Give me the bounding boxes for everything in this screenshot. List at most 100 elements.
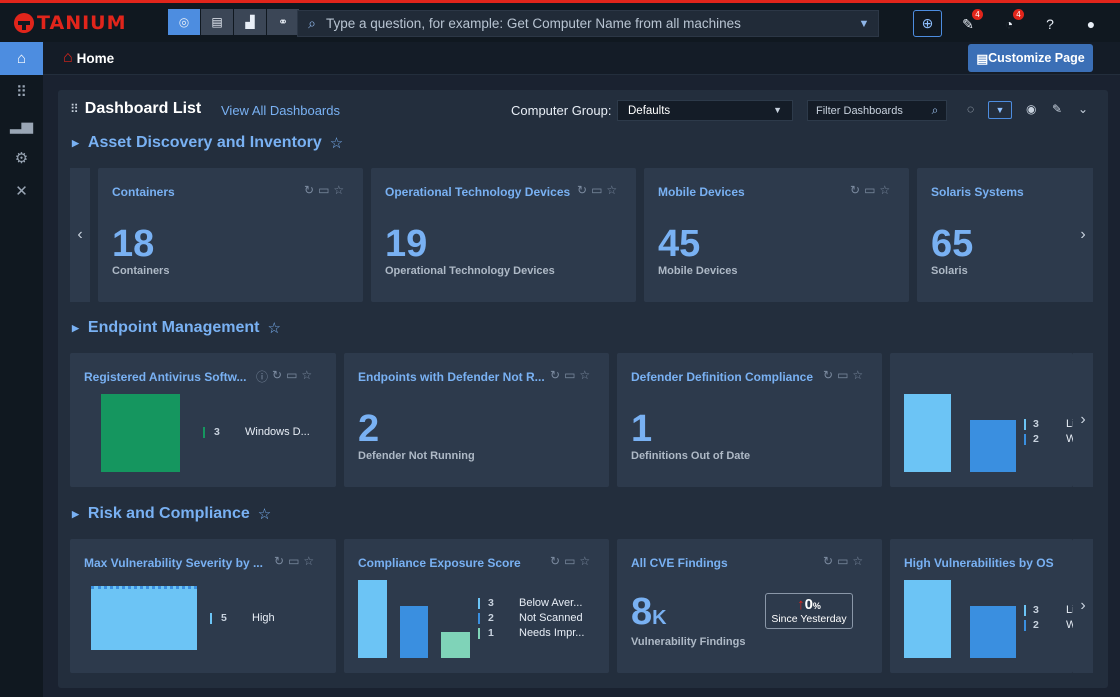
pen-icon[interactable]: ✎ [1052,102,1063,116]
refresh-icon[interactable]: ↻ [550,554,561,568]
monitor-icon[interactable]: ▭ [318,183,330,197]
search-icon[interactable]: ⌕ [931,103,939,117]
legend-value: 5 [221,612,227,624]
card-cve-findings[interactable]: All CVE Findings ↻ ▭ ☆ 8K Vulnerability Fi… [617,539,882,673]
bar-windows-defender[interactable] [101,394,180,472]
star-icon[interactable]: ☆ [301,368,313,382]
change-unit: % [812,601,821,611]
bar-below-average[interactable] [358,580,387,658]
legend-swatch [1024,419,1026,430]
star-icon[interactable]: ☆ [852,368,864,382]
info-icon[interactable]: ⓘ [256,370,269,384]
monitor-icon[interactable]: ▭ [286,368,298,382]
section-endpoint-management[interactable]: ▶ Endpoint Management ☆ [72,319,281,337]
computer-group-select[interactable]: Defaults ▼ [617,100,793,121]
star-icon[interactable]: ☆ [579,368,591,382]
search-input[interactable] [326,16,850,31]
card-value: 8K [631,591,667,634]
monitor-icon[interactable]: ▭ [837,554,849,568]
card-containers[interactable]: Containers ↻ ▭ ☆ 18 Containers [98,168,363,302]
star-icon[interactable]: ☆ [606,183,618,197]
refresh-icon[interactable]: ↻ [823,368,834,382]
card-compliance-exposure[interactable]: Compliance Exposure Score ↻ ▭ ☆ 3 Below Av… [344,539,609,673]
eye-icon[interactable]: ◉ [1026,102,1037,116]
card-ot-devices[interactable]: Operational Technology Devices ↻ ▭ ☆ 19 Op… [371,168,636,302]
card-endpoint-os[interactable]: 3 Li 2 W [890,353,1073,487]
target-icon[interactable]: ◎ [168,9,200,35]
chevron-down-icon[interactable]: ⌄ [1078,102,1089,116]
section-risk-compliance[interactable]: ▶ Risk and Compliance ☆ [72,505,271,523]
refresh-icon[interactable]: ◌ [967,102,975,116]
refresh-icon[interactable]: ↻ [577,183,588,197]
chevron-down-icon[interactable]: ▼ [858,17,870,30]
pen-icon[interactable]: ✎ 4 [955,9,983,37]
bar-windows[interactable] [970,420,1016,472]
chevron-right-icon[interactable]: › [1073,168,1093,302]
card-max-vulnerability[interactable]: Max Vulnerability Severity by ... ↻ ▭ ☆ 5 … [70,539,336,673]
gears-icon[interactable]: ⚙ [14,149,29,167]
filter-dashboards-input[interactable] [808,104,924,117]
monitor-icon[interactable]: ▭ [837,368,849,382]
reports-icon[interactable]: ▂▅ [9,116,34,134]
legend-swatch [478,598,480,609]
section-title: Asset Discovery and Inventory [87,134,322,151]
card-title: All CVE Findings [631,556,728,570]
refresh-icon[interactable]: ↻ [304,183,315,197]
tools-icon[interactable]: ✕ [15,182,28,200]
bar-linux[interactable] [904,394,951,472]
monitor-icon[interactable]: ▭ [288,554,300,568]
card-defender-definition[interactable]: Defender Definition Compliance ↻ ▭ ☆ 1 Def… [617,353,882,487]
refresh-icon[interactable]: ↻ [850,183,861,197]
card-high-vuln-os[interactable]: High Vulnerabilities by OS 3 Li 2 W [890,539,1073,673]
link-icon[interactable]: ⚭ [267,9,299,35]
monitor-icon[interactable]: ▭ [864,183,876,197]
dashboard-panel: ⠿ Dashboard List View All Dashboards Com… [58,90,1108,688]
apps-icon[interactable]: ⠿ [16,83,27,101]
card-mobile-devices[interactable]: Mobile Devices ↻ ▭ ☆ 45 Mobile Devices [644,168,909,302]
star-icon[interactable]: ☆ [329,135,344,152]
gauge-icon[interactable]: ◔ 4 [996,9,1024,37]
star-icon[interactable]: ☆ [257,506,272,523]
star-icon[interactable]: ☆ [303,554,315,568]
chevron-down-icon[interactable]: ▼ [988,101,1012,119]
card-label: Vulnerability Findings [631,636,746,648]
card-defender-not-running[interactable]: Endpoints with Defender Not R... ↻ ▭ ☆ 2 D… [344,353,609,487]
monitor-icon[interactable]: ▭ [564,554,576,568]
device-icon[interactable]: ▤ [201,9,233,35]
card-actions: ↻ ▭ ☆ [819,554,863,568]
globe-icon[interactable]: ⊕ [913,10,942,37]
bar-high[interactable] [91,586,197,650]
bar-not-scanned[interactable] [400,606,428,658]
chevron-left-icon[interactable]: ‹ [70,168,90,302]
star-icon[interactable]: ☆ [879,183,891,197]
tanium-logo[interactable]: TANIUM [14,12,127,34]
star-icon[interactable]: ☆ [333,183,345,197]
star-icon[interactable]: ☆ [267,320,281,337]
card-solaris[interactable]: Solaris Systems 65 Solaris [917,168,1073,302]
user-icon[interactable]: ● [1086,16,1096,32]
view-all-dashboards-link[interactable]: View All Dashboards [221,103,340,118]
section-asset-discovery[interactable]: ▶ Asset Discovery and Inventory ☆ [72,134,343,152]
refresh-icon[interactable]: ↻ [550,368,561,382]
search-icon[interactable]: ⌕ [308,15,316,31]
refresh-icon[interactable]: ↻ [272,368,283,382]
bar-linux[interactable] [904,580,951,658]
star-icon[interactable]: ☆ [852,554,864,568]
chart-icon[interactable]: ▟ [234,9,266,35]
monitor-icon[interactable]: ▭ [564,368,576,382]
help-icon[interactable]: ? [1046,16,1054,32]
card-registered-antivirus[interactable]: Registered Antivirus Softw... ⓘ ↻ ▭ ☆ 3 Win… [70,353,336,487]
bar-windows[interactable] [970,606,1016,658]
chevron-right-icon[interactable]: › [1073,539,1093,673]
home-icon[interactable]: ⌂ [0,42,43,75]
monitor-icon[interactable]: ▭ [591,183,603,197]
customize-page-button[interactable]: ▤ Customize Page [968,44,1093,72]
refresh-icon[interactable]: ↻ [823,554,834,568]
bar-needs-improvement[interactable] [441,632,470,658]
cve-unit: K [652,607,667,629]
legend-swatch [1024,434,1026,445]
star-icon[interactable]: ☆ [579,554,591,568]
refresh-icon[interactable]: ↻ [274,554,285,568]
legend-name: W [1066,433,1073,445]
chevron-right-icon[interactable]: › [1073,353,1093,487]
